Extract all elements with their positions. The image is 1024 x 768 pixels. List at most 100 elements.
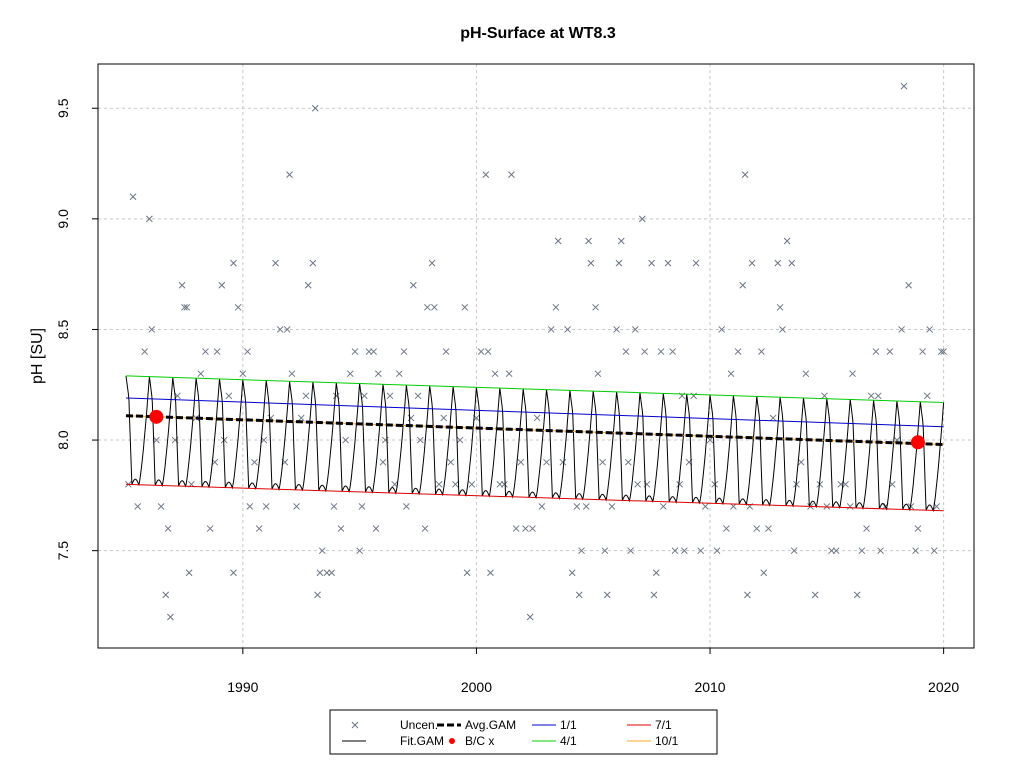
- grid: [98, 64, 974, 648]
- uncen-point: [769, 414, 777, 422]
- bc-point: [910, 435, 925, 450]
- uncen-point: [758, 348, 765, 355]
- uncen-point: [141, 348, 149, 355]
- legend-label: Fit.GAM: [400, 734, 444, 748]
- series-line-7-1: [125, 483, 944, 512]
- uncen-point: [417, 436, 424, 444]
- uncen-point: [407, 414, 415, 422]
- chart-title: pH-Surface at WT8.3: [460, 25, 616, 42]
- legend-key-b-c-x: [449, 738, 455, 744]
- uncen-point: [379, 458, 387, 466]
- uncen-point: [650, 591, 658, 599]
- uncen-point: [202, 348, 209, 355]
- uncen-point: [262, 503, 270, 510]
- legend: Uncen. Fit.GAM Avg.GAM B/C x 1/1 4/1 7/1 10/1: [329, 709, 718, 755]
- uncen-point: [538, 503, 546, 510]
- uncen-point: [463, 569, 471, 577]
- uncen-point: [739, 281, 747, 289]
- uncen-point: [286, 171, 293, 178]
- uncen-point: [713, 547, 721, 555]
- uncen-point: [134, 503, 142, 510]
- trend-series: [125, 375, 944, 512]
- uncen-point: [230, 259, 237, 267]
- legend-key-uncen-: [351, 721, 359, 729]
- y-tick-label: 9.0: [55, 209, 71, 229]
- uncen-point: [547, 326, 555, 333]
- uncen-point: [181, 303, 188, 311]
- uncen-point: [652, 569, 660, 577]
- uncen-point: [442, 348, 450, 355]
- uncen-point: [482, 171, 490, 178]
- uncen-point: [386, 392, 394, 400]
- uncen-point: [328, 569, 335, 577]
- uncen-point: [657, 348, 665, 355]
- uncen-point: [568, 569, 576, 577]
- uncen-point: [575, 591, 583, 599]
- uncen-point: [748, 259, 756, 267]
- uncen-point: [356, 547, 363, 555]
- uncen-point: [788, 259, 796, 267]
- uncen-point: [832, 547, 840, 555]
- uncen-point: [246, 503, 254, 510]
- uncen-point: [505, 370, 513, 378]
- uncen-point: [648, 259, 655, 267]
- uncen-point: [900, 82, 908, 90]
- uncen-point: [358, 503, 366, 510]
- uncen-point: [585, 237, 592, 245]
- uncen-point: [552, 303, 560, 311]
- uncen-point: [431, 303, 438, 311]
- uncen-point: [522, 525, 529, 532]
- uncen-point: [153, 436, 160, 444]
- uncen-point: [410, 281, 417, 289]
- uncen-point: [846, 503, 854, 510]
- uncen-point: [912, 547, 919, 555]
- uncen-point: [491, 370, 499, 378]
- uncen-point: [627, 547, 634, 555]
- uncen-point: [760, 569, 768, 577]
- uncen-point: [564, 326, 571, 333]
- uncen-point: [680, 547, 688, 555]
- uncen-point: [234, 303, 242, 311]
- x-tick-label: 2000: [461, 679, 492, 695]
- series-line-4-1: [125, 375, 944, 403]
- uncen-point: [608, 503, 616, 510]
- uncen-point: [526, 613, 534, 621]
- uncen-point: [414, 392, 422, 400]
- uncen-point: [167, 613, 174, 621]
- uncen-point: [797, 458, 805, 466]
- uncen-point: [468, 480, 476, 488]
- uncen-point: [573, 503, 581, 510]
- uncen-point: [821, 392, 828, 400]
- uncen-point: [309, 259, 317, 267]
- uncen-point: [372, 525, 380, 532]
- uncen-point: [533, 414, 541, 422]
- uncen-point: [753, 525, 761, 532]
- uncen-point: [162, 591, 170, 599]
- uncen-point: [594, 370, 602, 378]
- uncen-point: [872, 348, 880, 355]
- uncen-point: [592, 303, 599, 311]
- uncen-point: [690, 392, 698, 400]
- uncen-point: [314, 591, 321, 599]
- uncen-point: [790, 547, 798, 555]
- uncen-point: [435, 480, 443, 488]
- uncen-point: [218, 281, 226, 289]
- uncen-point: [447, 458, 455, 466]
- uncen-point: [302, 392, 310, 400]
- uncen-point: [370, 348, 378, 355]
- uncen-point: [587, 259, 595, 267]
- uncen-point: [886, 348, 894, 355]
- uncen-point: [706, 436, 714, 444]
- uncen-point: [919, 348, 926, 355]
- uncen-point: [428, 259, 436, 267]
- uncen-point: [351, 348, 359, 355]
- uncen-point: [802, 370, 810, 378]
- uncen-point: [501, 480, 508, 488]
- series-line-1-1: [125, 397, 944, 428]
- x-tick-label: 2020: [928, 679, 959, 695]
- uncen-point: [487, 569, 494, 577]
- uncen-point: [874, 392, 882, 400]
- uncen-point: [559, 458, 567, 466]
- uncen-point: [164, 525, 172, 532]
